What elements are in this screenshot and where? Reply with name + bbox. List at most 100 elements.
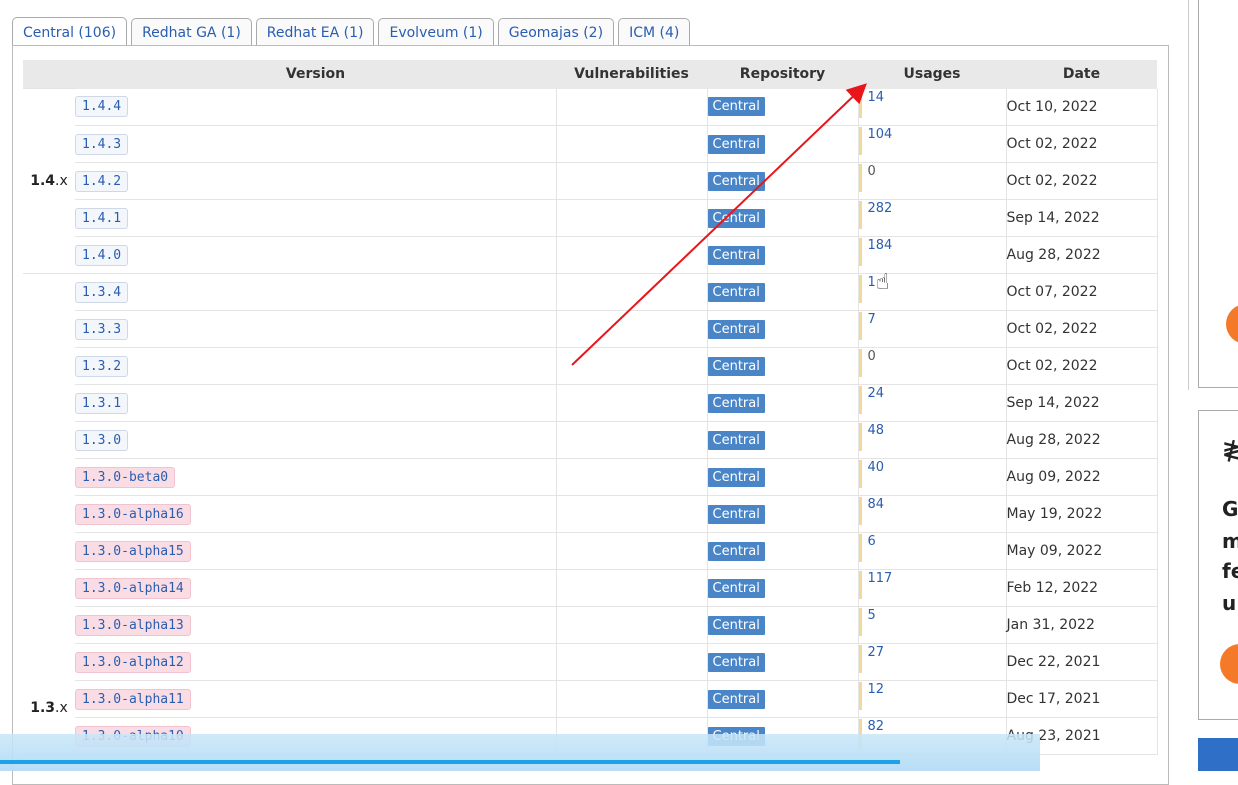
version-group-major: 1.3 (30, 700, 56, 716)
date-cell: Aug 09, 2022 (1006, 458, 1158, 496)
repository-badge[interactable]: Central (707, 393, 765, 413)
usages-link[interactable]: 12 (858, 682, 884, 710)
version-link[interactable]: 1.4.3 (75, 133, 129, 155)
version-link[interactable]: 1.3.1 (75, 392, 129, 414)
usages-cell: 24 (858, 384, 1007, 422)
tab-redhat-ga[interactable]: Redhat GA (1) (131, 18, 252, 46)
sidebar-ad-button-1[interactable] (1226, 304, 1238, 344)
usages-link[interactable]: 6 (858, 534, 876, 562)
table-row: 1.3.0-alpha13 Central 5 Jan 31, 2022 (23, 606, 1158, 644)
header-group (23, 60, 75, 89)
table-header-row: Version Vulnerabilities Repository Usage… (23, 60, 1157, 89)
version-link[interactable]: 1.3.0-alpha11 (75, 688, 191, 710)
usages-link[interactable]: 27 (858, 645, 884, 673)
usages-link[interactable]: 117 (858, 571, 892, 599)
vulnerabilities-cell (556, 88, 708, 126)
usages-link[interactable]: 104 (858, 127, 892, 155)
date-cell: Dec 22, 2021 (1006, 643, 1158, 681)
version-cell: 1.4.3 (75, 125, 557, 163)
header-usages[interactable]: Usages (858, 60, 1006, 89)
repository-cell: Central (707, 458, 859, 496)
repository-badge[interactable]: Central (707, 208, 765, 228)
bottom-overlay (0, 734, 1040, 771)
usages-link: 0 (858, 349, 876, 377)
repository-badge[interactable]: Central (707, 245, 765, 265)
repository-cell: Central (707, 569, 859, 607)
repository-badge[interactable]: Central (707, 319, 765, 339)
usages-link[interactable]: 24 (858, 386, 884, 414)
table-row: 1.3.0-beta0 Central 40 Aug 09, 2022 (23, 458, 1158, 496)
version-link[interactable]: 1.3.4 (75, 281, 129, 303)
repository-badge[interactable]: Central (707, 282, 765, 302)
repository-badge[interactable]: Central (707, 504, 765, 524)
date-cell: Aug 28, 2022 (1006, 236, 1158, 274)
version-cell: 1.3.0-alpha11 (75, 680, 557, 718)
usages-cell: 14 (858, 88, 1007, 126)
version-link[interactable]: 1.3.0-alpha13 (75, 614, 191, 636)
sidebar-ad-button-2[interactable] (1220, 644, 1238, 684)
version-group-label: 1.3.x (23, 273, 75, 755)
usages-link[interactable]: 82 (858, 719, 884, 747)
version-link[interactable]: 1.4.0 (75, 244, 129, 266)
version-link[interactable]: 1.3.0-beta0 (75, 466, 176, 488)
header-date[interactable]: Date (1006, 60, 1157, 89)
usages-cell: 0 (858, 347, 1007, 385)
tab-geomajas[interactable]: Geomajas (2) (497, 18, 615, 46)
table-row: 1.3.0-alpha12 Central 27 Dec 22, 2021 (23, 643, 1158, 681)
sidebar-ad-text-2: m (1222, 529, 1238, 553)
usages-link[interactable]: 5 (858, 608, 876, 636)
usages-link[interactable]: 14 (858, 89, 884, 118)
repository-badge[interactable]: Central (707, 430, 765, 450)
version-link[interactable]: 1.3.2 (75, 355, 129, 377)
header-version[interactable]: Version (75, 60, 556, 89)
tab-central[interactable]: Central (106) (12, 17, 128, 47)
tab-redhat-ea[interactable]: Redhat EA (1) (255, 18, 375, 46)
header-repository[interactable]: Repository (707, 60, 858, 89)
repository-badge[interactable]: Central (707, 652, 765, 672)
repository-cell: Central (707, 310, 859, 348)
repository-badge[interactable]: Central (707, 615, 765, 635)
usages-link[interactable]: 84 (858, 497, 884, 525)
repository-cell: Central (707, 680, 859, 718)
usages-link[interactable]: 184 (858, 238, 892, 266)
usages-cell: 282 (858, 199, 1007, 237)
version-link[interactable]: 1.3.0-alpha15 (75, 540, 191, 562)
usages-link[interactable]: 40 (858, 460, 884, 488)
version-link[interactable]: 1.3.0-alpha12 (75, 651, 191, 673)
repository-badge[interactable]: Central (707, 134, 765, 154)
repository-badge[interactable]: Central (707, 541, 765, 561)
repository-badge[interactable]: Central (707, 689, 765, 709)
version-link[interactable]: 1.4.1 (75, 207, 129, 229)
usages-link[interactable]: 48 (858, 423, 884, 451)
vulnerabilities-cell (556, 236, 708, 274)
date-cell: Dec 17, 2021 (1006, 680, 1158, 718)
version-cell: 1.3.0-alpha15 (75, 532, 557, 570)
repository-cell: Central (707, 643, 859, 681)
repository-badge[interactable]: Central (707, 171, 765, 191)
date-cell: Oct 02, 2022 (1006, 125, 1158, 163)
table-row: 1.3.0-alpha16 Central 84 May 19, 2022 (23, 495, 1158, 533)
usages-link[interactable]: 1 (858, 275, 876, 303)
version-link[interactable]: 1.3.0-alpha14 (75, 577, 191, 599)
tab-evolveum[interactable]: Evolveum (1) (378, 18, 494, 46)
version-group-suffix: .x (55, 173, 68, 189)
version-link[interactable]: 1.3.0 (75, 429, 129, 451)
version-link[interactable]: 1.4.4 (75, 96, 129, 118)
header-vulnerabilities[interactable]: Vulnerabilities (556, 60, 707, 89)
version-cell: 1.3.0-alpha14 (75, 569, 557, 607)
usages-link[interactable]: 282 (858, 201, 892, 229)
version-link[interactable]: 1.3.0-alpha16 (75, 503, 191, 525)
table-row: 1.4.x 1.4.4 Central 14 Oct 10, 2022 (23, 88, 1158, 274)
version-link[interactable]: 1.3.3 (75, 318, 129, 340)
repository-badge[interactable]: Central (707, 467, 765, 487)
date-cell: Oct 07, 2022 (1006, 273, 1158, 311)
version-cell: 1.4.4 (75, 88, 557, 126)
repository-badge[interactable]: Central (707, 578, 765, 598)
repository-badge[interactable]: Central (707, 356, 765, 376)
version-link[interactable]: 1.4.2 (75, 170, 129, 192)
repository-cell: Central (707, 606, 859, 644)
usages-link[interactable]: 7 (858, 312, 876, 340)
repository-badge[interactable]: Central (707, 97, 765, 117)
tab-icm[interactable]: ICM (4) (618, 18, 691, 46)
date-cell: Jan 31, 2022 (1006, 606, 1158, 644)
